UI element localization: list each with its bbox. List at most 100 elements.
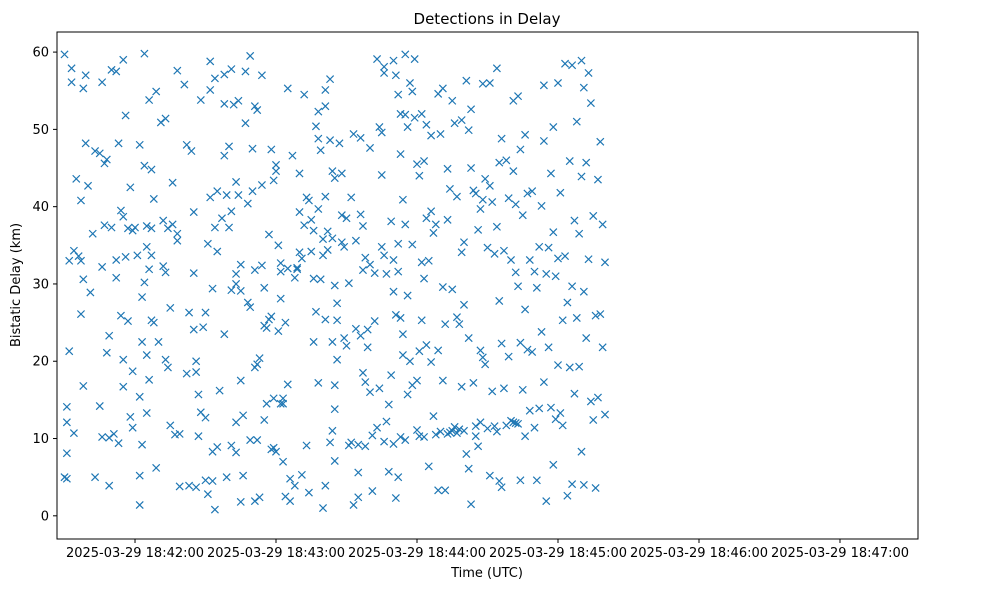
data-point xyxy=(389,439,398,448)
data-point xyxy=(333,316,342,325)
data-point xyxy=(584,255,593,264)
data-point xyxy=(370,317,379,326)
data-point xyxy=(321,192,330,201)
data-point xyxy=(248,144,257,153)
data-point xyxy=(474,225,483,234)
data-point xyxy=(424,462,433,471)
data-point xyxy=(535,242,544,251)
data-point xyxy=(300,90,309,99)
y-axis: 0 10 20 30 40 50 60 xyxy=(32,46,57,524)
data-point xyxy=(535,404,544,413)
data-point xyxy=(215,386,224,395)
data-point xyxy=(349,129,358,139)
data-point xyxy=(145,95,154,105)
data-point xyxy=(405,78,414,88)
data-point xyxy=(553,254,563,263)
data-point xyxy=(109,429,118,438)
data-point xyxy=(572,313,581,322)
data-point xyxy=(206,85,215,94)
data-point xyxy=(227,286,236,295)
data-point xyxy=(464,464,473,473)
data-point xyxy=(234,191,243,200)
data-point xyxy=(192,357,201,366)
data-point xyxy=(288,151,297,160)
data-point xyxy=(420,274,429,283)
data-point xyxy=(328,337,337,346)
data-point xyxy=(88,229,97,238)
data-point xyxy=(394,473,403,482)
data-point xyxy=(589,211,598,220)
data-point xyxy=(232,418,241,427)
data-point xyxy=(283,264,292,273)
data-points-group xyxy=(60,49,610,514)
data-point xyxy=(236,497,245,506)
data-point xyxy=(495,296,504,305)
data-point xyxy=(60,50,69,59)
data-point xyxy=(502,156,511,165)
data-point xyxy=(582,334,591,343)
data-point xyxy=(149,194,158,203)
data-point xyxy=(511,200,520,209)
data-point xyxy=(121,111,130,120)
data-point xyxy=(408,240,417,249)
y-tick-label: 50 xyxy=(32,123,49,138)
data-point xyxy=(271,167,281,176)
data-point xyxy=(173,229,182,238)
data-point xyxy=(415,347,424,356)
data-point xyxy=(358,368,367,377)
data-point xyxy=(147,165,156,174)
data-point xyxy=(358,266,367,275)
data-point xyxy=(62,474,71,483)
data-point xyxy=(497,483,506,492)
data-point xyxy=(342,214,351,223)
data-point xyxy=(175,482,184,491)
data-point xyxy=(232,279,241,288)
data-point xyxy=(593,393,602,402)
data-point xyxy=(321,481,330,490)
data-point xyxy=(561,59,570,68)
data-point xyxy=(326,136,335,145)
data-point xyxy=(314,107,323,116)
data-point xyxy=(481,174,490,183)
data-point xyxy=(410,55,419,64)
data-point xyxy=(488,198,497,207)
data-point xyxy=(391,494,400,503)
data-point xyxy=(499,246,508,255)
data-point xyxy=(213,247,222,256)
data-point xyxy=(490,422,499,431)
data-point xyxy=(546,403,555,412)
data-point xyxy=(323,227,332,236)
data-point xyxy=(206,193,215,202)
data-point xyxy=(62,449,71,458)
data-point xyxy=(596,137,605,146)
y-tick-label: 0 xyxy=(41,509,49,524)
data-point xyxy=(116,311,125,320)
data-point xyxy=(389,287,398,296)
data-point xyxy=(577,447,586,456)
data-point xyxy=(199,323,208,332)
data-point xyxy=(459,300,469,309)
data-point xyxy=(537,201,546,210)
data-point xyxy=(138,293,147,302)
data-point xyxy=(74,252,83,261)
data-point xyxy=(422,120,431,129)
data-point xyxy=(544,243,553,252)
data-point xyxy=(532,283,541,292)
data-point xyxy=(377,242,386,251)
data-point xyxy=(431,430,440,439)
data-point xyxy=(356,331,365,340)
data-point xyxy=(542,497,551,506)
data-point xyxy=(389,255,398,265)
data-point xyxy=(403,291,412,300)
data-point xyxy=(243,199,252,208)
data-point xyxy=(224,142,234,151)
data-point xyxy=(79,381,88,390)
data-point xyxy=(257,261,266,270)
data-point xyxy=(570,389,579,398)
data-point xyxy=(478,79,487,88)
data-point xyxy=(401,110,410,119)
data-point xyxy=(490,249,499,258)
data-point xyxy=(523,189,532,198)
data-point xyxy=(246,436,255,445)
data-point xyxy=(422,214,431,223)
